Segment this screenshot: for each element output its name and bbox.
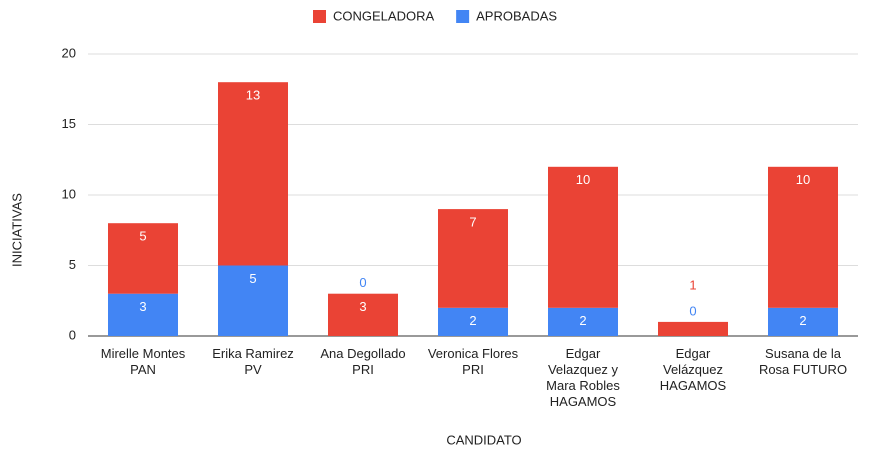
bar-segment	[438, 307, 508, 336]
data-label: 0	[689, 303, 696, 318]
data-label: 10	[576, 172, 590, 187]
bar-segment	[768, 307, 838, 336]
data-label: 1	[689, 277, 696, 292]
y-tick-label: 0	[69, 327, 76, 342]
bar-segment	[658, 321, 728, 336]
bar-segment	[218, 82, 288, 266]
x-tick-label: Ana Degollado PRI	[320, 346, 406, 377]
bar-segment	[108, 293, 178, 336]
x-tick-label: Edgar Velázquez HAGAMOS	[659, 346, 727, 393]
legend-swatch	[313, 10, 326, 23]
y-axis-title: INICIATIVAS	[9, 193, 24, 267]
x-tick-label: Mirelle Montes PAN	[100, 346, 186, 377]
y-tick-label: 20	[62, 45, 76, 60]
x-tick-label: Veronica Flores PRI	[427, 346, 519, 377]
data-label: 7	[469, 215, 476, 230]
y-tick-label: 5	[69, 257, 76, 272]
bar-segment	[218, 265, 288, 336]
data-label: 2	[579, 313, 586, 328]
x-tick-label: Erika Ramirez PV	[212, 346, 294, 377]
legend-label: APROBADAS	[476, 8, 557, 23]
x-tick-label: Susana de la Rosa FUTURO	[758, 346, 848, 377]
data-label: 2	[799, 313, 806, 328]
bar-segment	[548, 307, 618, 336]
data-label: 5	[249, 271, 256, 286]
y-tick-label: 15	[62, 116, 76, 131]
data-label: 10	[796, 172, 810, 187]
x-axis-title: CANDIDATO	[446, 432, 521, 447]
data-label: 3	[139, 299, 146, 314]
bar-segment	[548, 166, 618, 308]
data-label: 5	[139, 229, 146, 244]
legend-label: CONGELADORA	[333, 8, 434, 23]
bar-segment	[438, 209, 508, 308]
data-label: 3	[359, 299, 366, 314]
bar-segment	[108, 223, 178, 294]
y-tick-label: 10	[62, 186, 76, 201]
data-label: 13	[246, 88, 260, 103]
x-tick-label: Edgar Velazquez y Mara Robles HAGAMOS	[546, 346, 620, 409]
bar-segment	[768, 166, 838, 308]
bar-segment	[328, 293, 398, 336]
data-label: 2	[469, 313, 476, 328]
legend-swatch	[456, 10, 470, 23]
data-label: 0	[359, 275, 366, 290]
